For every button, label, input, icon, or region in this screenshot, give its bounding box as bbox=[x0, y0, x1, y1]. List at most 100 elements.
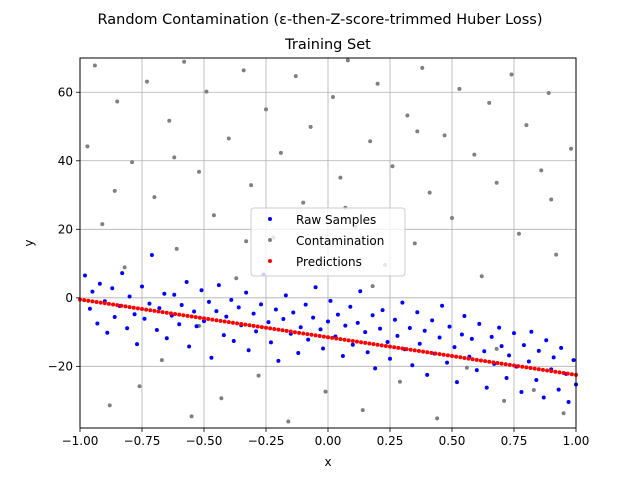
x-tick-label: 0.75 bbox=[501, 434, 528, 448]
raw-sample-point bbox=[221, 333, 226, 338]
prediction-point bbox=[326, 335, 330, 340]
y-tick-label: 40 bbox=[58, 154, 73, 168]
legend-marker-predictions bbox=[268, 259, 272, 263]
raw-sample-point bbox=[209, 355, 214, 360]
contamination-point bbox=[450, 215, 454, 220]
prediction-point bbox=[338, 337, 343, 342]
contamination-point bbox=[554, 252, 559, 257]
contamination-point bbox=[457, 86, 462, 91]
prediction-point bbox=[292, 330, 297, 335]
raw-sample-point bbox=[142, 316, 147, 321]
prediction-point bbox=[185, 313, 190, 318]
prediction-point bbox=[536, 367, 541, 372]
prediction-point bbox=[330, 335, 335, 340]
x-tick-label: 0.25 bbox=[377, 434, 404, 448]
raw-sample-point bbox=[231, 338, 236, 343]
x-axis: −1.00 −0.75 −0.50 −0.25 0.00 0.25 0.50 0.75 1.00 bbox=[62, 428, 589, 448]
raw-sample-point bbox=[551, 355, 556, 360]
prediction-point bbox=[350, 338, 355, 343]
contamination-point bbox=[256, 373, 261, 378]
raw-sample-point bbox=[566, 399, 571, 404]
legend-label-predictions: Predictions bbox=[296, 255, 362, 269]
legend-label-contamination: Contamination bbox=[296, 234, 384, 248]
prediction-point bbox=[264, 325, 268, 330]
legend-label-raw-samples: Raw Samples bbox=[296, 213, 376, 227]
prediction-point bbox=[123, 304, 128, 309]
prediction-point bbox=[545, 368, 550, 373]
raw-sample-point bbox=[246, 348, 251, 353]
contamination-point bbox=[152, 195, 157, 200]
raw-sample-point bbox=[105, 330, 110, 335]
raw-sample-point bbox=[326, 319, 330, 324]
prediction-point bbox=[363, 340, 368, 345]
prediction-point bbox=[371, 342, 376, 347]
raw-sample-point bbox=[149, 252, 154, 257]
raw-sample-point bbox=[422, 328, 427, 333]
raw-sample-point bbox=[380, 308, 385, 313]
prediction-point bbox=[450, 354, 454, 359]
raw-sample-point bbox=[519, 390, 524, 395]
prediction-point bbox=[268, 326, 273, 331]
raw-sample-point bbox=[313, 285, 318, 290]
raw-sample-point bbox=[385, 340, 390, 345]
prediction-point bbox=[437, 352, 442, 357]
contamination-point bbox=[427, 190, 432, 195]
prediction-point bbox=[127, 305, 132, 310]
raw-sample-point bbox=[172, 292, 177, 297]
predictions-series bbox=[78, 297, 578, 377]
prediction-point bbox=[379, 343, 384, 348]
raw-sample-point bbox=[484, 385, 489, 390]
contamination-point bbox=[197, 169, 202, 174]
raw-sample-point bbox=[177, 322, 182, 327]
x-tick-label: −0.75 bbox=[124, 434, 161, 448]
prediction-point bbox=[408, 347, 413, 352]
prediction-point bbox=[487, 359, 492, 364]
raw-sample-point bbox=[400, 300, 405, 305]
raw-sample-point bbox=[268, 340, 273, 345]
prediction-point bbox=[313, 333, 318, 338]
contamination-point bbox=[226, 136, 231, 141]
prediction-point bbox=[160, 310, 165, 315]
contamination-point bbox=[249, 183, 254, 188]
raw-sample-point bbox=[556, 387, 561, 392]
prediction-point bbox=[565, 371, 570, 376]
contamination-point bbox=[241, 68, 246, 73]
contamination-point bbox=[323, 389, 328, 394]
prediction-point bbox=[164, 310, 169, 315]
prediction-point bbox=[445, 353, 450, 358]
prediction-point bbox=[470, 357, 475, 362]
contamination-point bbox=[182, 59, 187, 64]
prediction-point bbox=[441, 352, 446, 357]
raw-sample-point bbox=[343, 323, 348, 328]
x-axis-label: x bbox=[324, 455, 331, 469]
raw-sample-point bbox=[254, 329, 259, 334]
raw-sample-point bbox=[311, 315, 316, 320]
raw-sample-point bbox=[440, 303, 445, 308]
raw-sample-point bbox=[135, 342, 140, 347]
prediction-point bbox=[528, 365, 533, 370]
contamination-point bbox=[420, 65, 425, 70]
contamination-point bbox=[464, 365, 469, 370]
contamination-point bbox=[159, 358, 164, 363]
legend-marker-contamination bbox=[268, 238, 272, 242]
prediction-point bbox=[334, 336, 339, 341]
raw-sample-point bbox=[477, 321, 482, 326]
prediction-point bbox=[297, 330, 302, 335]
prediction-point bbox=[119, 303, 124, 308]
contamination-point bbox=[375, 81, 380, 86]
raw-sample-point bbox=[445, 360, 450, 365]
prediction-point bbox=[388, 344, 392, 349]
contamination-point bbox=[370, 284, 375, 289]
raw-sample-point bbox=[415, 310, 420, 315]
prediction-point bbox=[396, 345, 401, 350]
contamination-point bbox=[167, 118, 172, 123]
raw-sample-point bbox=[447, 324, 452, 329]
contamination-point bbox=[539, 168, 544, 173]
raw-sample-point bbox=[97, 281, 102, 286]
raw-sample-point bbox=[328, 298, 333, 303]
raw-sample-point bbox=[187, 344, 192, 349]
raw-sample-point bbox=[507, 353, 512, 358]
raw-sample-point bbox=[482, 349, 487, 354]
raw-sample-point bbox=[544, 338, 549, 343]
prediction-point bbox=[503, 362, 508, 367]
